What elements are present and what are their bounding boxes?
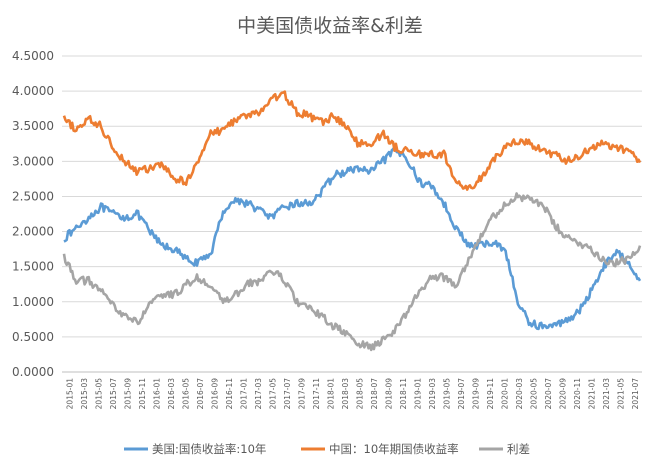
series-layer [62,90,642,352]
x-tick-label: 2018-07 [370,378,379,410]
y-tick-label: 4.5000 [12,49,54,63]
x-tick-label: 2019-05 [442,378,451,410]
y-tick-label: 0.5000 [12,330,54,344]
x-tick-label: 2016-11 [225,378,234,410]
x-tick-label: 2020-03 [515,378,524,410]
legend: 美国:国债收益率:10年 中国：10年期国债收益率 利差 [124,442,530,456]
x-tick-label: 2018-03 [341,378,350,410]
y-tick-label: 1.0000 [12,295,54,309]
x-tick-label: 2021-01 [587,378,596,410]
series-line-1 [63,146,642,331]
x-tick-label: 2020-07 [544,378,553,410]
x-tick-label: 2019-01 [413,378,422,410]
x-tick-label: 2019-07 [457,378,466,410]
x-tick-label: 2019-09 [471,378,480,410]
legend-label-2: 中国：10年期国债收益率 [329,442,459,456]
series-line-2 [62,90,642,191]
x-tick-label: 2018-09 [384,378,393,410]
x-tick-label: 2015-01 [65,378,74,410]
x-tick-label: 2015-05 [94,378,103,410]
y-tick-label: 2.5000 [12,189,54,203]
x-tick-label: 2015-09 [123,378,132,410]
y-tick-label: 4.0000 [12,84,54,98]
x-tick-label: 2016-01 [152,378,161,410]
x-tick-label: 2018-05 [355,378,364,410]
x-tick-label: 2016-09 [210,378,219,410]
y-tick-label: 1.5000 [12,260,54,274]
x-tick-label: 2020-09 [558,378,567,410]
x-tick-label: 2017-01 [239,378,248,410]
x-axis-ticks: 2015-01 2015-03 2015-05 2015-07 2015-09 2015-… [65,378,640,410]
x-tick-label: 2021-03 [602,378,611,410]
legend-label-1: 美国:国债收益率:10年 [152,442,266,456]
x-tick-label: 2016-05 [181,378,190,410]
x-tick-label: 2017-07 [283,378,292,410]
y-tick-label: 3.5000 [12,119,54,133]
chart-title: 中美国债收益率&利差 [237,15,423,37]
x-tick-label: 2017-11 [312,378,321,410]
x-tick-label: 2020-05 [529,378,538,410]
x-tick-label: 2021-05 [616,378,625,410]
x-tick-label: 2021-07 [631,378,640,410]
x-tick-label: 2017-09 [297,378,306,410]
y-tick-label: 0.0000 [12,365,54,379]
x-tick-label: 2016-03 [167,378,176,410]
x-tick-label: 2020-01 [500,378,509,410]
x-tick-label: 2015-07 [109,378,118,410]
legend-label-3: 利差 [507,442,530,456]
x-tick-label: 2017-03 [254,378,263,410]
x-tick-label: 2019-11 [486,378,495,410]
series-line-3 [62,192,642,352]
x-tick-label: 2018-11 [399,378,408,410]
y-tick-label: 3.0000 [12,154,54,168]
y-axis-ticks: 0.0000 0.5000 1.0000 1.5000 2.0000 2.5000 3.00… [12,49,54,379]
x-tick-label: 2015-11 [138,378,147,410]
x-tick-label: 2017-05 [268,378,277,410]
x-tick-label: 2018-01 [326,378,335,410]
x-tick-label: 2020-11 [573,378,582,410]
x-tick-label: 2015-03 [80,378,89,410]
y-tick-label: 2.0000 [12,225,54,239]
gridlines [62,55,642,338]
x-tick-label: 2019-03 [428,378,437,410]
x-tick-label: 2016-07 [196,378,205,410]
